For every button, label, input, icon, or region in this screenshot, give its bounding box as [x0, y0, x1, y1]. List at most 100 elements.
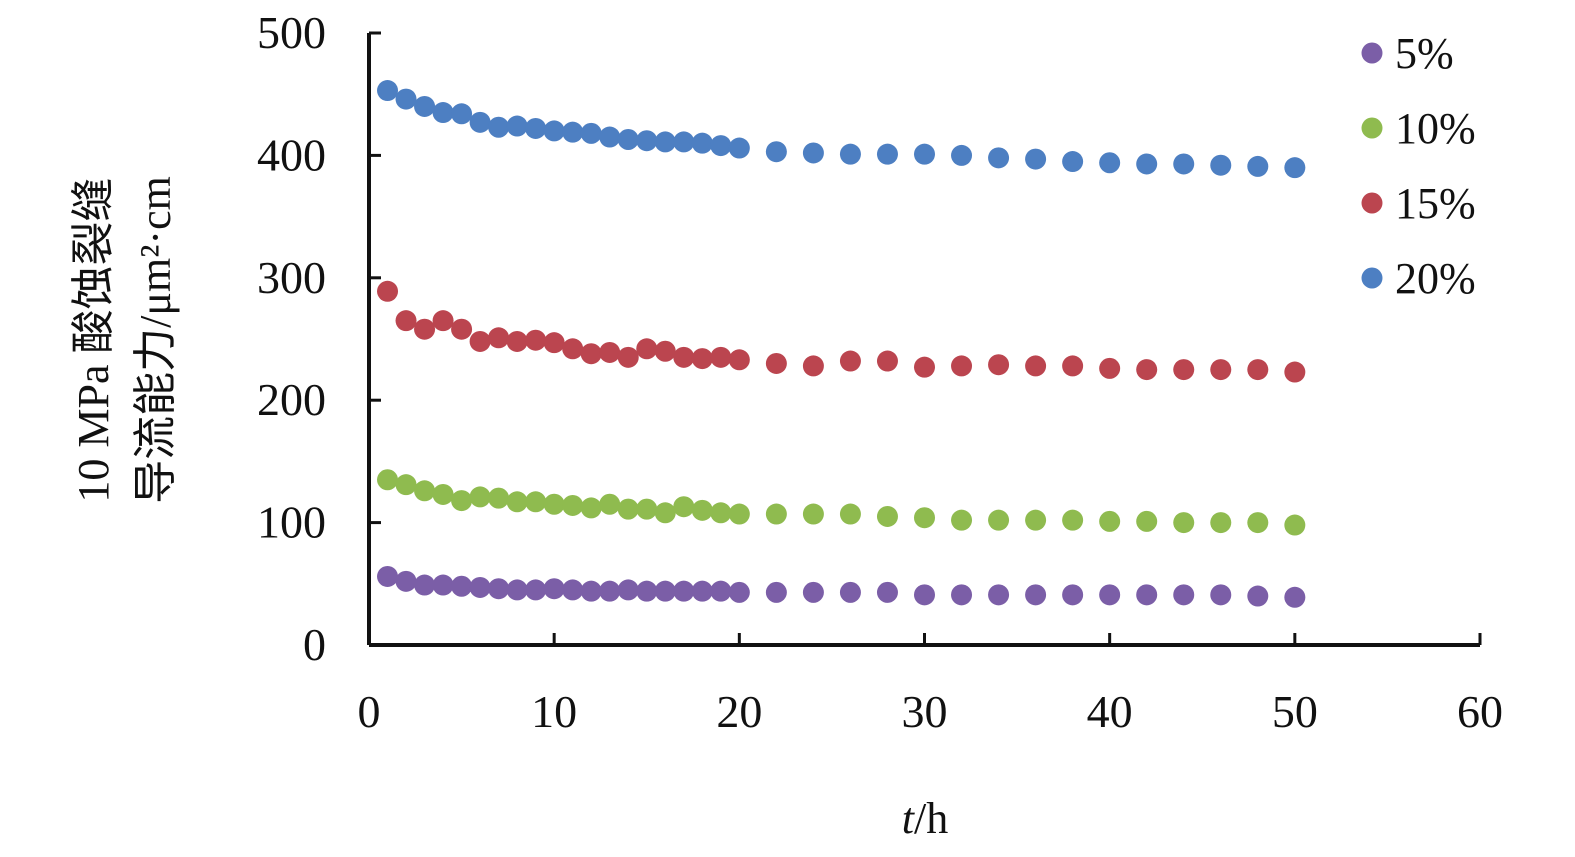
- data-point: [506, 579, 528, 601]
- data-point: [839, 143, 861, 165]
- data-point: [1173, 584, 1195, 606]
- data-point: [988, 147, 1010, 169]
- legend-marker: [1361, 117, 1383, 139]
- y-tick-label: 200: [257, 374, 326, 425]
- data-point: [988, 354, 1010, 376]
- legend-label: 20%: [1395, 254, 1476, 303]
- data-point: [414, 574, 436, 596]
- data-point: [654, 580, 676, 602]
- data-point: [1025, 509, 1047, 531]
- data-point: [599, 493, 621, 515]
- data-point: [654, 502, 676, 524]
- x-tick-label: 30: [902, 686, 948, 737]
- legend: 5% 10% 15% 20%: [1361, 29, 1476, 303]
- x-axis-title-variable: t: [902, 794, 916, 843]
- x-tick-label: 20: [716, 686, 762, 737]
- data-point: [451, 575, 473, 597]
- data-point: [839, 350, 861, 372]
- data-point: [710, 346, 732, 368]
- data-point: [654, 340, 676, 362]
- data-point: [654, 131, 676, 153]
- data-point: [525, 579, 547, 601]
- data-point: [673, 131, 695, 153]
- data-point: [617, 579, 639, 601]
- data-point: [506, 330, 528, 352]
- data-point: [1173, 153, 1195, 175]
- data-point: [562, 338, 584, 360]
- data-point: [414, 480, 436, 502]
- series-5%: [377, 565, 1306, 608]
- legend-marker: [1361, 192, 1383, 214]
- data-point: [914, 584, 935, 606]
- data-point: [395, 474, 417, 496]
- data-point: [451, 490, 473, 512]
- data-point: [914, 507, 935, 529]
- data-point: [395, 310, 417, 332]
- data-point: [1284, 586, 1306, 608]
- data-point: [414, 318, 436, 340]
- data-point: [673, 346, 695, 368]
- data-point: [914, 356, 935, 378]
- data-point: [728, 581, 750, 603]
- data-point: [728, 137, 750, 159]
- data-point: [377, 469, 399, 491]
- data-point: [1210, 359, 1232, 381]
- data-point: [951, 509, 973, 531]
- data-point: [876, 505, 898, 527]
- data-point: [691, 580, 713, 602]
- data-point: [562, 579, 584, 601]
- data-point: [562, 121, 584, 143]
- series-20%: [377, 80, 1306, 179]
- y-axis-ticks: 0 100 200 300 400 500: [257, 7, 381, 670]
- data-point: [488, 327, 510, 349]
- data-point: [451, 318, 473, 340]
- data-point: [395, 570, 417, 592]
- data-point: [691, 348, 713, 370]
- data-point: [951, 144, 973, 166]
- data-point: [728, 503, 750, 525]
- x-axis-title-unit: /h: [914, 794, 948, 843]
- data-point: [1210, 512, 1232, 534]
- data-point: [1247, 155, 1269, 177]
- x-tick-label: 0: [358, 686, 381, 737]
- data-point: [1173, 512, 1195, 534]
- data-point: [876, 143, 898, 165]
- data-point: [506, 491, 528, 513]
- data-point: [951, 584, 973, 606]
- data-point: [543, 332, 565, 354]
- data-point: [1284, 157, 1306, 179]
- data-point: [469, 576, 491, 598]
- data-point: [876, 350, 898, 372]
- data-point: [876, 581, 898, 603]
- data-point: [525, 491, 547, 513]
- data-point: [395, 88, 417, 110]
- data-point: [543, 120, 565, 142]
- data-point: [1210, 584, 1232, 606]
- data-point: [377, 280, 399, 302]
- data-point: [988, 584, 1010, 606]
- legend-label: 15%: [1395, 179, 1476, 228]
- data-point: [543, 493, 565, 515]
- data-point: [636, 580, 658, 602]
- data-point: [673, 580, 695, 602]
- series-15%: [377, 280, 1306, 383]
- data-point: [1136, 510, 1158, 532]
- data-point: [691, 499, 713, 521]
- data-point: [710, 135, 732, 157]
- data-point: [636, 498, 658, 520]
- y-tick-label: 400: [257, 129, 326, 180]
- data-point: [451, 103, 473, 125]
- data-point: [802, 581, 824, 603]
- data-point: [506, 115, 528, 137]
- x-tick-label: 40: [1087, 686, 1133, 737]
- data-point: [580, 580, 602, 602]
- data-point: [432, 483, 454, 505]
- data-point: [673, 496, 695, 518]
- data-point: [377, 565, 399, 587]
- data-point: [1136, 359, 1158, 381]
- data-point: [802, 503, 824, 525]
- data-point: [1247, 585, 1269, 607]
- y-tick-label: 300: [257, 252, 326, 303]
- data-point: [710, 580, 732, 602]
- data-point: [562, 494, 584, 516]
